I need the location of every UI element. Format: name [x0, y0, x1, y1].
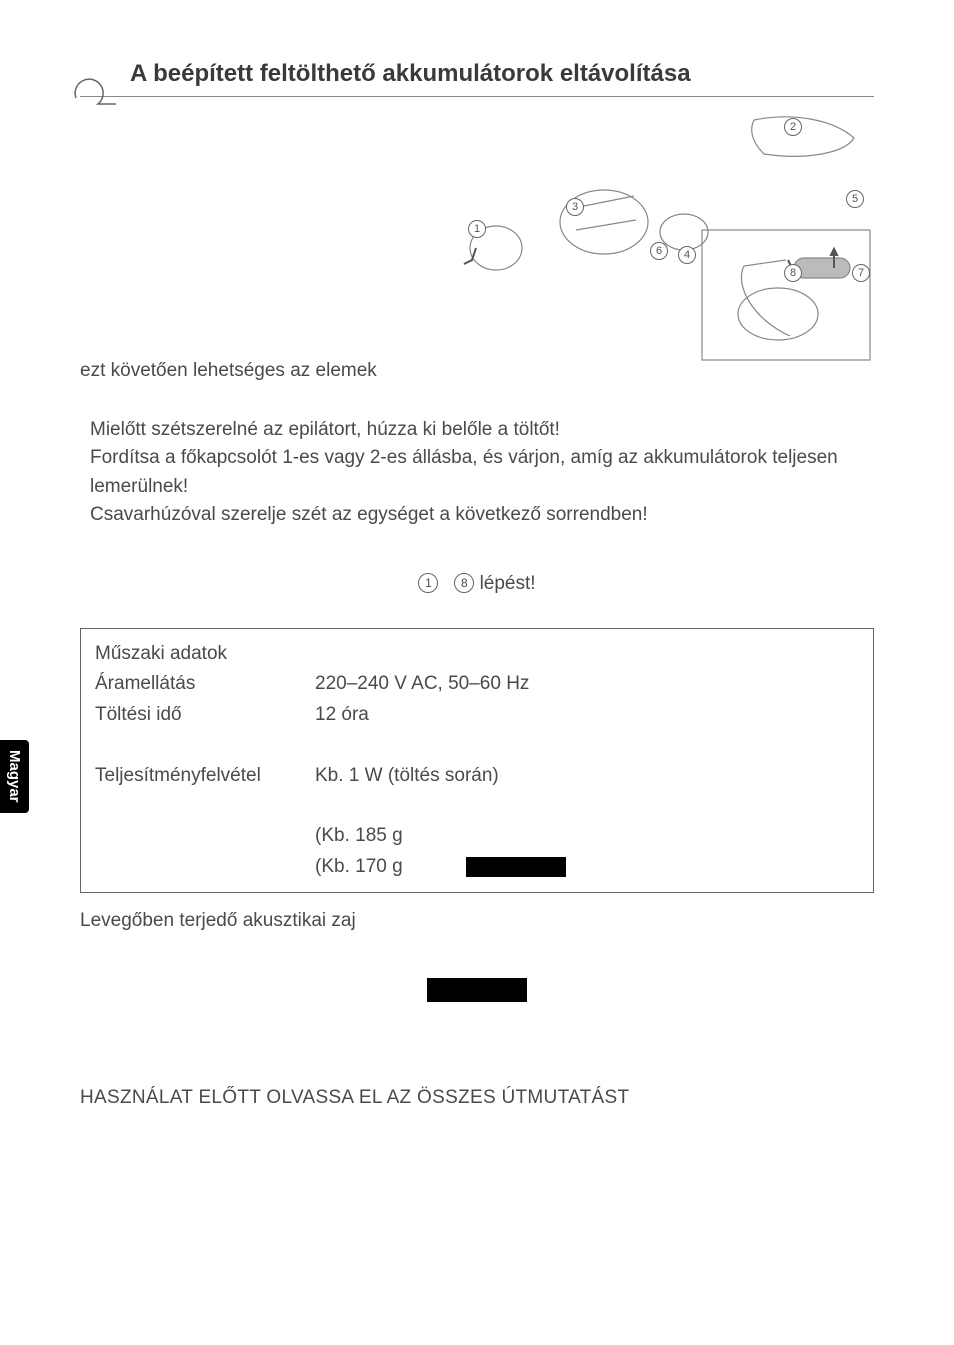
spec-row: Teljesítményfelvétel Kb. 1 W (töltés sor… [95, 761, 859, 791]
step-line-2: Fordítsa a főkapcsolót 1-es vagy 2-es ál… [90, 444, 874, 501]
spec-value: (Kb. 185 g [315, 821, 859, 851]
section-title: A beépített feltölthető akkumulátorok el… [80, 60, 874, 97]
redaction-bar [427, 978, 527, 1002]
spec-label: Áramellátás [95, 669, 315, 699]
spec-title-row: Műszaki adatok [95, 639, 859, 669]
disassembly-diagram: 1 2 3 4 5 6 7 8 [454, 110, 874, 370]
spec-row: Töltési idő 12 óra [95, 700, 859, 730]
section-header: A beépített feltölthető akkumulátorok el… [80, 60, 874, 97]
ref-circle-from: 1 [418, 573, 438, 593]
step-reference-line: 1 8 lépést! [80, 570, 874, 599]
acoustic-line: Levegőben terjedő akusztikai zaj [80, 907, 874, 936]
ref-suffix: lépést! [480, 573, 536, 594]
spec-value: 12 óra [315, 700, 859, 730]
spec-table: Műszaki adatok Áramellátás 220–240 V AC,… [80, 628, 874, 893]
spec-value: 220–240 V AC, 50–60 Hz [315, 669, 859, 699]
spec-row: Áramellátás 220–240 V AC, 50–60 Hz [95, 669, 859, 699]
diagram-label-3: 3 [566, 198, 584, 216]
step-line-1: Mielőtt szétszerelné az epilátort, húzza… [90, 416, 874, 445]
warning-line: HASZNÁLAT ELŐTT OLVASSA EL AZ ÖSSZES ÚTM… [80, 1084, 874, 1113]
spec-row-empty [95, 730, 859, 760]
redaction-bar [466, 857, 566, 877]
step-line-3: Csavarhúzóval szerelje szét az egységet … [90, 501, 874, 530]
spec-title: Műszaki adatok [95, 639, 315, 669]
spec-value: Kb. 1 W (töltés során) [315, 761, 859, 791]
diagram-label-6: 6 [650, 242, 668, 260]
spec-row-empty [95, 791, 859, 821]
ref-circle-to: 8 [454, 573, 474, 593]
diagram-svg [454, 110, 874, 370]
diagram-label-4: 4 [678, 246, 696, 264]
diagram-label-1: 1 [468, 220, 486, 238]
spec-row: (Kb. 185 g [95, 821, 859, 851]
redaction-center [80, 976, 874, 1005]
spec-value: (Kb. 170 g [315, 852, 859, 882]
diagram-label-2: 2 [784, 118, 802, 136]
spec-label: Töltési idő [95, 700, 315, 730]
spec-label: Teljesítményfelvétel [95, 761, 315, 791]
diagram-label-8: 8 [784, 264, 802, 282]
body-text: ezt követően lehetséges az elemek Mielőt… [80, 357, 874, 1113]
diagram-label-5: 5 [846, 190, 864, 208]
diagram-label-7: 7 [852, 264, 870, 282]
spec-row: (Kb. 170 g [95, 852, 859, 882]
header-arc-icon [68, 68, 118, 108]
page-content: A beépített feltölthető akkumulátorok el… [0, 0, 954, 1173]
steps-block: Mielőtt szétszerelné az epilátort, húzza… [80, 416, 874, 530]
